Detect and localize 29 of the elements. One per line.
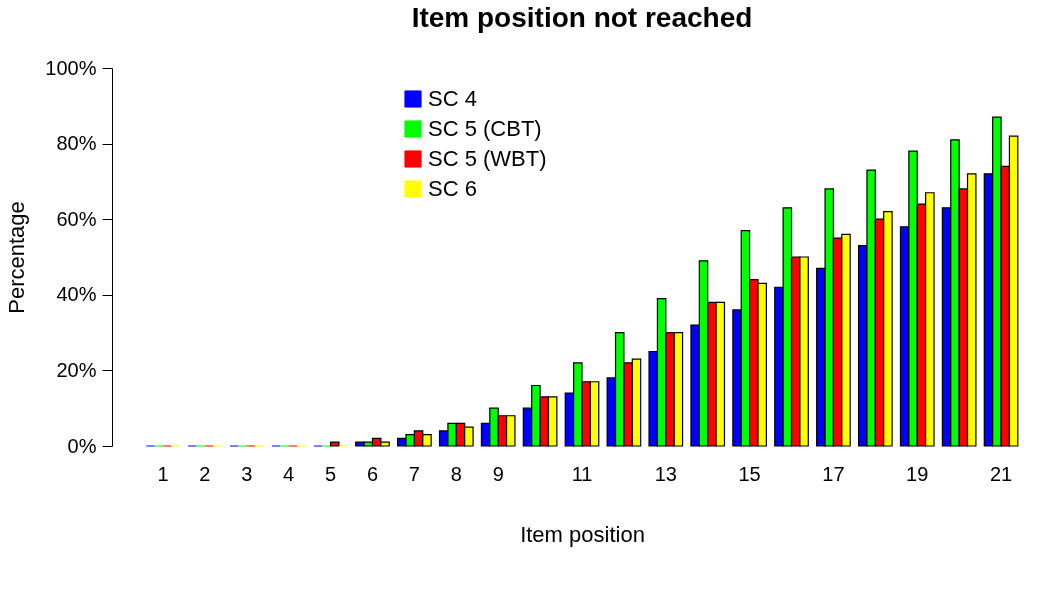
legend-label: SC 6	[428, 176, 477, 201]
legend-label: SC 4	[428, 86, 477, 111]
y-tick-label: 60%	[56, 207, 97, 230]
x-tick-label: 3	[241, 462, 253, 485]
x-tick-label: 8	[450, 462, 462, 485]
x-tick-label: 13	[654, 462, 677, 485]
y-tick-label: 0%	[67, 434, 97, 457]
chart-title: Item position not reached	[411, 2, 753, 33]
y-tick-label: 40%	[56, 283, 97, 306]
x-tick-label: 9	[492, 462, 504, 485]
bar	[329, 441, 340, 447]
y-axis-title: Percentage	[4, 201, 30, 314]
x-tick-label: 5	[325, 462, 337, 485]
x-tick-label: 6	[366, 462, 379, 485]
x-tick-label: 11	[571, 462, 593, 485]
x-tick-label: 2	[199, 462, 211, 485]
x-axis-title: Item position	[520, 521, 645, 547]
legend-label: SC 5 (WBT)	[428, 146, 547, 171]
x-tick-label: 17	[822, 462, 845, 485]
y-tick-label: 100%	[45, 56, 97, 79]
y-tick-label: 20%	[56, 358, 97, 381]
x-tick-label: 19	[906, 462, 929, 485]
x-tick-label: 21	[989, 462, 1013, 485]
x-tick-label: 4	[283, 462, 295, 485]
y-tick-label: 80%	[56, 132, 97, 155]
legend-label: SC 5 (CBT)	[428, 116, 542, 141]
x-tick-label: 15	[738, 462, 761, 485]
x-tick-label: 7	[408, 462, 420, 485]
x-tick-label: 1	[157, 462, 169, 485]
